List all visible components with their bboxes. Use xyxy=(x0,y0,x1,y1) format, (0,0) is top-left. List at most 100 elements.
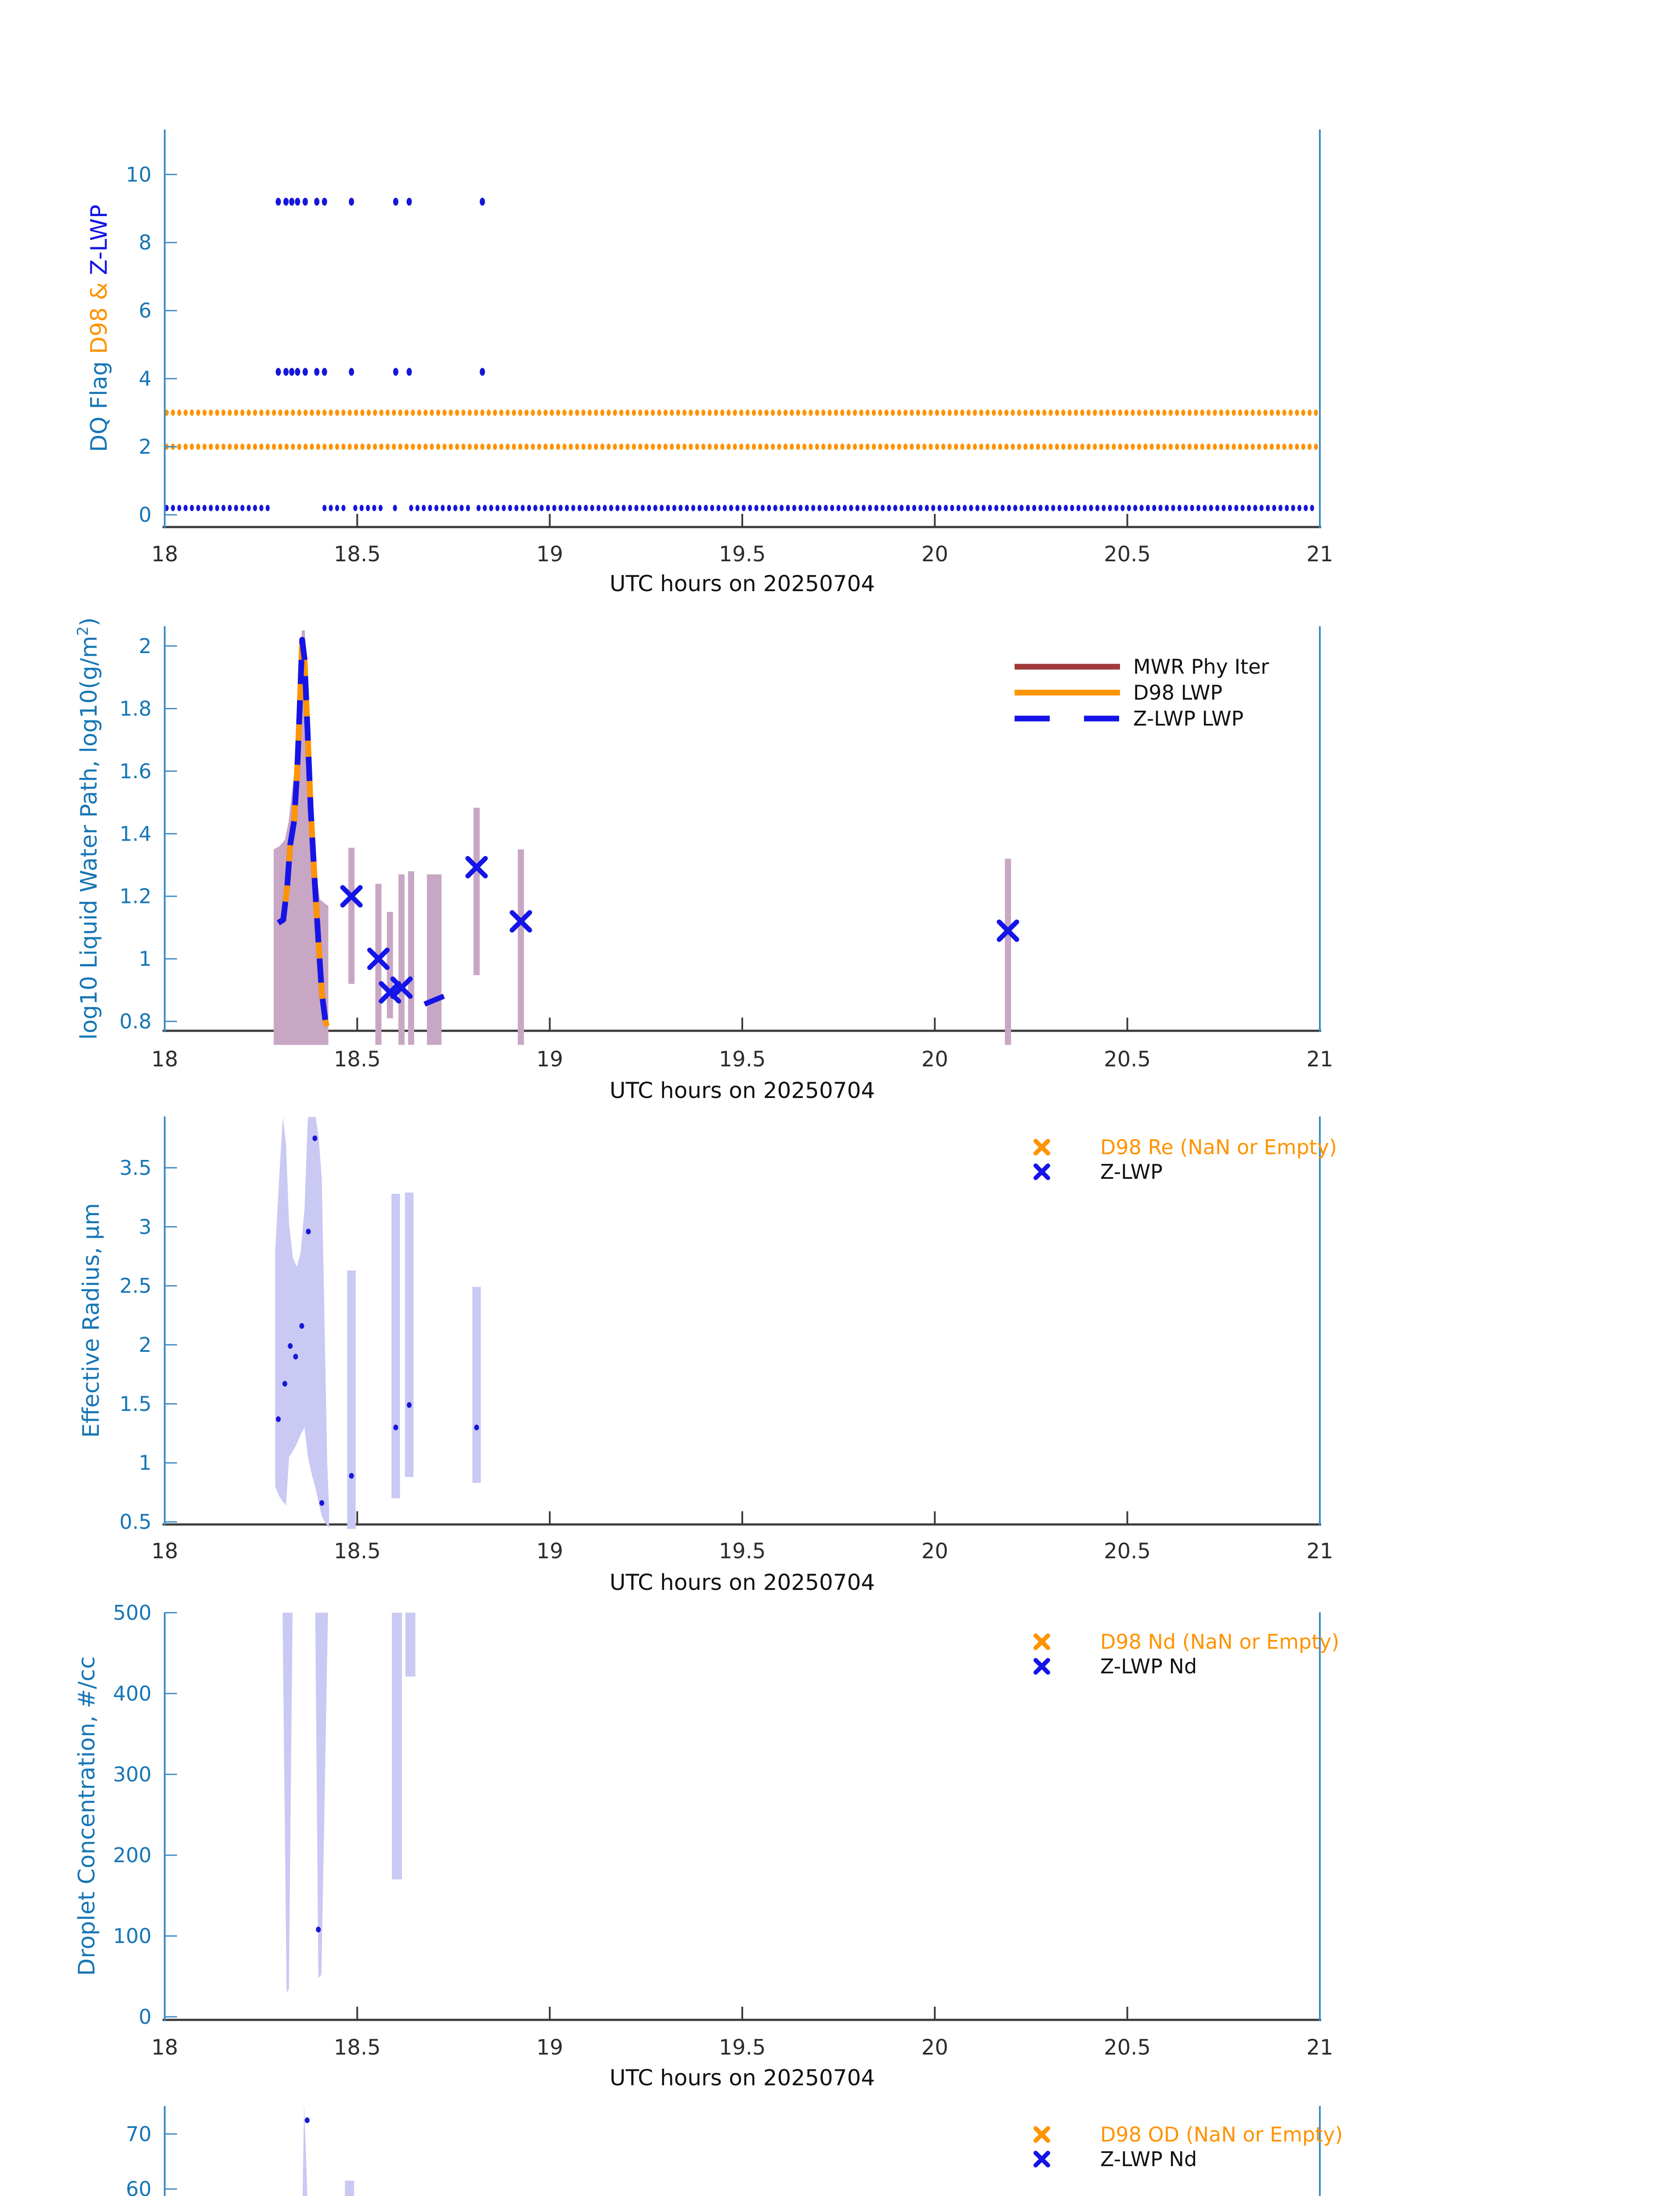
y-tick-label: 100 xyxy=(113,1924,152,1948)
legend-label: D98 Nd (NaN or Empty) xyxy=(1100,1630,1339,1654)
x-tick-label: 18 xyxy=(151,1539,178,1564)
x-tick-label: 19 xyxy=(536,1047,563,1072)
x-axis-label: UTC hours on 20250704 xyxy=(610,1570,875,1595)
legend-label: Z-LWP xyxy=(1100,1160,1163,1184)
x-tick-label: 18.5 xyxy=(334,2035,381,2060)
x-tick-label: 18.5 xyxy=(334,1539,381,1564)
y-tick-label: 1.8 xyxy=(119,697,152,720)
nd-uncertainty-wedges xyxy=(282,1612,328,1993)
legend: D98 Nd (NaN or Empty)Z-LWP Nd xyxy=(1033,1630,1339,1678)
od-uncertainty-band xyxy=(302,2104,307,2196)
x-tick-label: 20.5 xyxy=(1104,2035,1151,2060)
y-tick-label: 400 xyxy=(113,1682,152,1705)
plot-effective-radius: 0.5 1 1.5 2 2.5 3 3.5 18 18.5 19 19.5 20 20.5 21 UTC h… xyxy=(78,1116,1337,1595)
od-error-bars xyxy=(345,2181,354,2196)
y-tick-label: 2 xyxy=(139,435,152,459)
y-tick-label: 6 xyxy=(139,299,152,322)
x-tick-label: 18 xyxy=(151,542,178,567)
y-tick-label: 300 xyxy=(113,1763,152,1786)
y-axis-label: Effective Radius, μm xyxy=(78,1203,105,1438)
x-tick-label: 21 xyxy=(1306,1539,1333,1564)
x-tick-label: 20.5 xyxy=(1104,1047,1151,1072)
plot-droplet-concentration: 0 100 200 300 400 500 18 18.5 19 19.5 20 20.5 21 UTC … xyxy=(74,1601,1339,2091)
y-tick-label: 500 xyxy=(113,1601,152,1625)
y-tick-label: 0 xyxy=(139,2005,152,2029)
y-tick-label: 200 xyxy=(113,1843,152,1867)
x-tick-label: 21 xyxy=(1306,2035,1333,2060)
y-tick-label: 1.4 xyxy=(119,822,152,845)
legend-label: Z-LWP Nd xyxy=(1100,2147,1197,2171)
legend: D98 OD (NaN or Empty)Z-LWP Nd xyxy=(1033,2123,1343,2171)
x-axis-label: UTC hours on 20250704 xyxy=(610,2065,875,2091)
y-tick-label: 2 xyxy=(139,1333,152,1357)
lwp-error-bars xyxy=(348,808,1011,1045)
y-tick-label: 60 xyxy=(126,2177,152,2196)
d98-flag-3 xyxy=(164,409,1318,416)
legend: D98 Re (NaN or Empty)Z-LWP xyxy=(1033,1135,1337,1184)
y-tick-label: 3.5 xyxy=(119,1156,152,1180)
zlwp-short-dash xyxy=(423,993,445,1007)
x-tick-label: 18.5 xyxy=(334,542,381,567)
y-tick-label: 8 xyxy=(139,231,152,254)
y-tick-label: 10 xyxy=(126,163,152,186)
x-tick-label: 20.5 xyxy=(1104,542,1151,567)
y-tick-label: 1 xyxy=(139,947,152,971)
legend-marker xyxy=(1033,2126,1050,2143)
legend-marker xyxy=(1033,2151,1050,2167)
y-axis-label: Droplet Concentration, #/cc xyxy=(74,1656,100,1976)
y-tick-label: 1.5 xyxy=(119,1392,152,1416)
y-axis-label: DQ Flag D98 & Z-LWP xyxy=(86,205,112,452)
y-tick-label: 2.5 xyxy=(119,1274,152,1298)
y-tick-label: 4 xyxy=(139,367,152,390)
legend-label: D98 OD (NaN or Empty) xyxy=(1100,2123,1343,2146)
y-tick-label: 1.6 xyxy=(119,759,152,783)
legend-marker xyxy=(1033,1633,1050,1650)
zlwp-od-points xyxy=(304,2117,310,2124)
x-tick-label: 18.5 xyxy=(334,1047,381,1072)
x-tick-label: 19.5 xyxy=(719,1047,766,1072)
y-axis-label: log10 Liquid Water Path, log10(g/m2) xyxy=(74,618,102,1040)
x-tick-label: 20 xyxy=(921,1047,948,1072)
zlwp-flag-4 xyxy=(275,368,485,376)
x-tick-label: 19 xyxy=(536,2035,563,2060)
x-tick-label: 18 xyxy=(151,1047,178,1072)
nd-error-bars xyxy=(392,1612,415,1880)
legend-label: Z-LWP LWP xyxy=(1133,707,1243,730)
y-tick-label: 1 xyxy=(139,1451,152,1475)
y-tick-label: 0 xyxy=(139,503,152,527)
y-tick-label: 70 xyxy=(126,2122,152,2146)
x-axis-label: UTC hours on 20250704 xyxy=(610,571,875,596)
x-tick-label: 19.5 xyxy=(719,1539,766,1564)
plot-lwp: 0.8 1 1.2 1.4 1.6 1.8 2 18 18.5 19 19.5 20 20.5 21 UTC… xyxy=(74,618,1333,1103)
y-tick-label: 2 xyxy=(139,634,152,658)
legend-marker xyxy=(1033,1163,1050,1180)
x-tick-label: 21 xyxy=(1306,1047,1333,1072)
x-tick-label: 20 xyxy=(921,542,948,567)
zlwp-nd-points xyxy=(316,1926,321,1932)
zlwp-lwp-line xyxy=(277,637,329,1020)
y-tick-label: 0.5 xyxy=(119,1510,152,1534)
x-tick-label: 19 xyxy=(536,542,563,567)
mwr-uncertainty-band xyxy=(274,630,329,1045)
x-tick-label: 20 xyxy=(921,1539,948,1564)
zlwp-flag-9 xyxy=(275,198,485,206)
legend-label: D98 LWP xyxy=(1133,681,1222,704)
d98-flag-2 xyxy=(164,443,1318,450)
x-tick-label: 20 xyxy=(921,2035,948,2060)
x-tick-label: 18 xyxy=(151,2035,178,2060)
re-error-bars xyxy=(347,1192,481,1529)
legend-marker xyxy=(1033,1658,1050,1675)
legend-marker xyxy=(1033,1139,1050,1156)
re-uncertainty-band xyxy=(275,1117,329,1528)
legend-label: D98 Re (NaN or Empty) xyxy=(1100,1135,1337,1159)
zlwp-flag-0 xyxy=(164,505,1314,511)
x-tick-label: 21 xyxy=(1306,542,1333,567)
y-tick-label: 1.2 xyxy=(119,885,152,908)
x-tick-label: 19.5 xyxy=(719,2035,766,2060)
plot-dq-flag: 0 2 4 6 8 10 18 18.5 19 19.5 20 20.5 21 UTC hours on … xyxy=(86,130,1333,596)
x-axis-label: UTC hours on 20250704 xyxy=(610,1078,875,1103)
